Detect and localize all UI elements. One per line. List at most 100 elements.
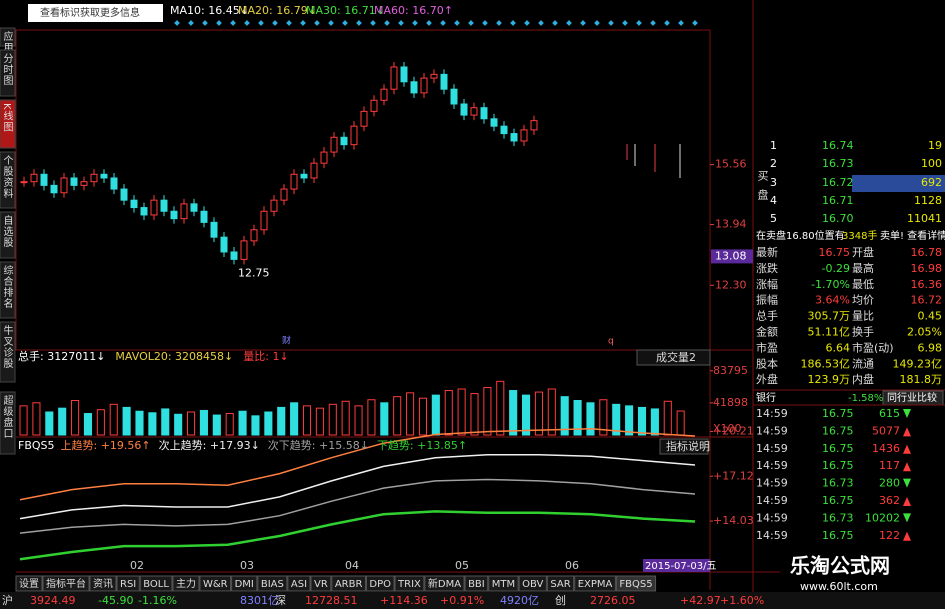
tick-time: 14:59 (756, 477, 788, 490)
tab[interactable] (394, 575, 425, 592)
tab[interactable] (231, 575, 258, 592)
chart-mark: 财 (282, 335, 291, 347)
tab[interactable] (287, 575, 311, 592)
stat-label: 最低 (852, 278, 874, 291)
volume-bar (483, 386, 492, 436)
tick-time: 14:59 (756, 529, 788, 542)
marker-diamond (678, 20, 684, 26)
tab[interactable] (116, 575, 140, 592)
sidebar-label: 应用 (1, 30, 13, 53)
candle (390, 66, 398, 90)
sidebar-label: 分时图 (1, 53, 13, 86)
tab[interactable] (42, 575, 90, 592)
tab[interactable] (365, 575, 395, 592)
tab[interactable] (310, 575, 332, 592)
sidebar-tab[interactable] (0, 99, 16, 149)
tab[interactable] (615, 575, 657, 592)
book-price: 16.72 (822, 176, 854, 189)
volume-bar (58, 407, 67, 436)
cursor-price-box (711, 249, 753, 264)
tab-label: RSI (120, 579, 136, 590)
indicator-legend: 下趋势: +13.85↑ (377, 439, 467, 452)
tab[interactable] (424, 575, 465, 592)
book-volume: 100 (921, 157, 942, 170)
sidebar-tab[interactable] (0, 391, 16, 455)
volume-bar (135, 410, 144, 436)
tab-label: FBQS5 (619, 579, 652, 590)
sidebar-tab[interactable] (0, 211, 16, 259)
volume-bar (637, 406, 647, 436)
status-item: 4920亿 (500, 594, 539, 607)
indicator-line (19, 510, 696, 561)
candle (370, 99, 378, 112)
tab[interactable] (464, 575, 489, 592)
candle (120, 188, 128, 201)
indicator-legend: 次下趋势: +15.58↓ (268, 438, 369, 452)
tab[interactable] (257, 575, 288, 592)
tab-label: ARBR (335, 579, 363, 590)
cursor-price: 13.08 (715, 249, 747, 262)
tick-volume: 122 (879, 529, 900, 542)
candle (130, 199, 138, 209)
volume-bar (586, 402, 595, 436)
tab[interactable] (518, 575, 547, 592)
tab-label: DPO (369, 579, 391, 590)
tab[interactable] (199, 575, 232, 592)
tick-arrow (903, 409, 911, 418)
volume-bar (625, 405, 634, 436)
notice-link[interactable]: 卖单! 查看详情 (880, 229, 945, 242)
tab-label: BIAS (261, 579, 284, 590)
info-button[interactable] (28, 4, 163, 22)
stat-label: 外盘 (756, 372, 778, 386)
stat-label: 均价 (852, 294, 874, 307)
volume-bar (663, 400, 672, 436)
sidebar-tab[interactable] (0, 261, 16, 319)
y-tick-label: +17.12 (713, 469, 754, 482)
y-tick-label: 15.56 (715, 158, 747, 171)
tab[interactable] (89, 575, 117, 592)
indicator-button[interactable] (659, 438, 709, 455)
stat-label: 市盈 (756, 340, 778, 354)
sidebar-tab[interactable] (0, 321, 16, 383)
tab[interactable] (15, 575, 43, 592)
sidebar-label: 牛叉诊股 (1, 324, 13, 369)
stat-value: 16.72 (911, 294, 943, 307)
volume-bar (187, 411, 196, 436)
status-item: 深 (275, 594, 286, 607)
sidebar-tab[interactable] (0, 49, 16, 97)
tick-volume: 280 (879, 477, 900, 490)
stat-value: 16.36 (911, 278, 943, 291)
stat-value: 16.75 (819, 246, 851, 259)
tab[interactable] (574, 575, 616, 592)
volume-bar (264, 411, 273, 436)
sidebar-tab[interactable] (0, 27, 16, 47)
tab[interactable] (139, 575, 173, 592)
marker-diamond (482, 20, 488, 26)
candle (520, 129, 528, 142)
volume-selector[interactable] (636, 349, 711, 366)
marker-diamond (594, 20, 600, 26)
tab-label: 新DMA (428, 577, 461, 590)
book-level: 1 (770, 139, 777, 152)
tick-time: 14:59 (756, 511, 788, 524)
tab[interactable] (172, 575, 200, 592)
candle (450, 88, 458, 105)
candle (300, 173, 308, 179)
status-item: -1.16% (138, 594, 177, 607)
stat-label: 涨幅 (756, 278, 778, 291)
volume-bar (45, 411, 54, 436)
tab[interactable] (546, 575, 575, 592)
sidebar-tab[interactable] (0, 151, 16, 209)
tab[interactable] (331, 575, 366, 592)
status-bar (0, 592, 945, 609)
marker-diamond (174, 20, 180, 26)
book-level: 4 (770, 194, 777, 207)
candle (270, 199, 278, 212)
marker-diamond (272, 20, 278, 26)
candle (100, 173, 108, 179)
marker-diamond (650, 20, 656, 26)
x-tick-label: 06 (565, 559, 579, 572)
tab[interactable] (488, 575, 519, 592)
candle (140, 207, 148, 216)
